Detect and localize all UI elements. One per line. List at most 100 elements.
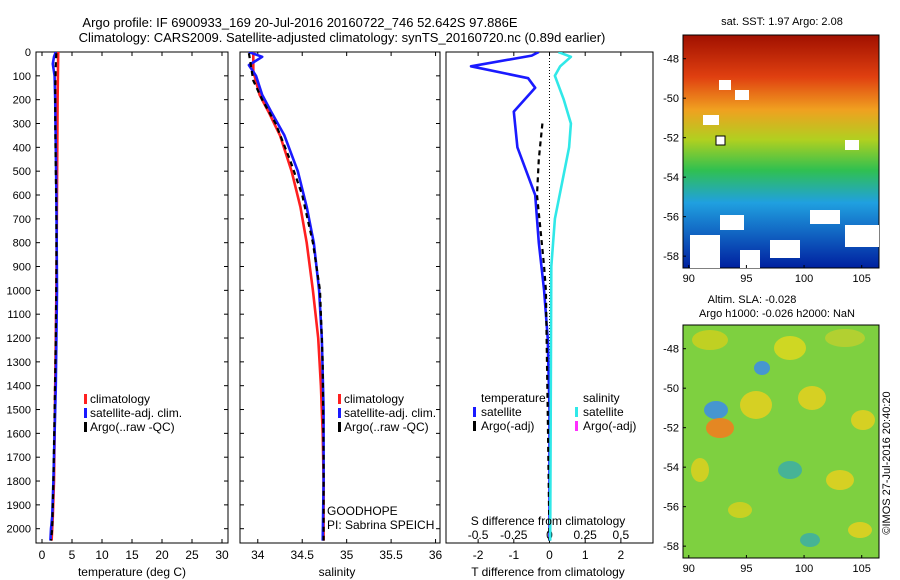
sla-map-title-1: Altim. SLA: -0.028 (708, 294, 797, 306)
map-y-tick-label: -54 (663, 172, 679, 184)
legend-satellite-swatch (84, 408, 87, 418)
y-tick-label: 1200 (7, 333, 31, 345)
y-tick-label: 1000 (7, 285, 31, 297)
x-tick-label: 34.5 (291, 548, 315, 562)
diff-legend-t-argo-swatch (473, 421, 476, 431)
legend-argo-swatch (84, 422, 87, 432)
diff-legend-s-satellite-swatch (575, 407, 578, 417)
difference-xlabel: T difference from climatology (471, 565, 625, 579)
x-tick-label: 35.5 (379, 548, 403, 562)
map-x-tick-label: 105 (853, 273, 871, 285)
temperature-xlabel: temperature (deg C) (78, 565, 186, 579)
map-x-tick-label: 90 (683, 273, 695, 285)
y-tick-label: 1700 (7, 452, 31, 464)
x-tick-label: 1 (582, 548, 589, 562)
legend-climatology-label: climatology (90, 392, 150, 406)
x-tick-label: 0 (546, 548, 553, 562)
x-tick-label: 25 (185, 548, 199, 562)
map-x-tick-label: 95 (740, 273, 752, 285)
diff-legend-t-satellite-label: satellite (481, 405, 522, 419)
diff-legend-t-satellite-swatch (473, 407, 476, 417)
sla-map-title-2: Argo h1000: -0.026 h2000: NaN (699, 308, 855, 320)
project-annotation: GOODHOPE (327, 504, 398, 518)
map-y-tick-label: -50 (663, 383, 679, 395)
map-x-tick-label: 90 (683, 563, 695, 575)
series-temperature-satellite (469, 52, 551, 541)
y-tick-label: 500 (13, 166, 31, 178)
y-tick-label: 1800 (7, 476, 31, 488)
pi-annotation: PI: Sabrina SPEICH (327, 518, 434, 532)
x-tick-label: 36 (429, 548, 443, 562)
salinity-xlabel: salinity (319, 565, 356, 579)
x-tick-label: 34 (251, 548, 265, 562)
sal-legend-argo-label: Argo(..raw -QC) (344, 420, 429, 434)
map-y-tick-label: -56 (663, 502, 679, 514)
difference-panel: -2 -1 0 1 2 -0.5 -0.25 0 0.25 0.5 S difference f… (445, 51, 654, 579)
y-tick-label: 1500 (7, 405, 31, 417)
salinity-legend: climatology satellite-adj. clim. Argo(..… (338, 392, 436, 434)
legend-salinity-title: salinity (583, 391, 620, 405)
y-tick-label: 800 (13, 238, 31, 250)
y-tick-label: 1400 (7, 381, 31, 393)
legend-temperature-title: temperature (481, 391, 546, 405)
copyright-stamp: ©IMOS 27-Jul-2016 20:40:20 (881, 391, 893, 534)
x-tick-label: 35 (340, 548, 354, 562)
y-tick-label: 100 (13, 71, 31, 83)
x-tick-label: 20 (155, 548, 169, 562)
sal-legend-satellite-swatch (338, 408, 341, 418)
temperature-legend: climatology satellite-adj. clim. Argo(..… (84, 392, 182, 434)
salinity-panel: 34 34.5 35 35.5 36 salinity climatology sate… (239, 51, 443, 579)
y-tick-label: 1600 (7, 428, 31, 440)
y-tick-label: 200 (13, 95, 31, 107)
map-y-tick-label: -48 (663, 54, 679, 66)
y-tick-label: 300 (13, 119, 31, 131)
diff-legend-s-argo-label: Argo(-adj) (583, 419, 636, 433)
y-tick-label: 700 (13, 214, 31, 226)
sst-map: sat. SST: 1.97 Argo: 2.08 90 95 100 105 -48 -… (663, 16, 880, 285)
map-x-tick-label: 100 (795, 563, 813, 575)
x2-tick-label: 0.25 (574, 528, 598, 542)
header-line-2: Climatology: CARS2009. Satellite-adjuste… (79, 30, 606, 45)
map-y-tick-label: -54 (663, 462, 679, 474)
y-tick-label: 600 (13, 190, 31, 202)
sla-map: Altim. SLA: -0.028 Argo h1000: -0.026 h2… (663, 294, 880, 575)
x-tick-label: -1 (508, 548, 519, 562)
map-y-tick-label: -58 (663, 251, 679, 263)
x2-tick-label: 0.5 (613, 528, 630, 542)
x-tick-label: 10 (95, 548, 109, 562)
x-tick-label: -2 (473, 548, 484, 562)
header-line-1: Argo profile: IF 6900933_169 20-Jul-2016… (82, 15, 517, 30)
sla-map-field (682, 324, 880, 559)
legend-satellite-label: satellite-adj. clim. (90, 406, 182, 420)
legend-climatology-swatch (84, 394, 87, 404)
difference-legend: temperature salinity satellite Argo(-adj… (473, 391, 636, 433)
y-tick-label: 400 (13, 142, 31, 154)
diff-legend-s-argo-swatch (575, 421, 578, 431)
map-y-tick-label: -52 (663, 133, 679, 145)
sal-legend-climatology-swatch (338, 394, 341, 404)
series-argo-raw-qc (247, 53, 325, 541)
map-y-tick-label: -48 (663, 344, 679, 356)
x2-tick-label: -0.5 (468, 528, 489, 542)
y-tick-label: 0 (25, 47, 31, 59)
legend-argo-label: Argo(..raw -QC) (90, 420, 175, 434)
sal-legend-satellite-label: satellite-adj. clim. (344, 406, 436, 420)
series-salinity-satellite (548, 52, 573, 541)
y-tick-label: 1900 (7, 500, 31, 512)
x-tick-label: 15 (125, 548, 139, 562)
sst-map-land-mask (690, 80, 879, 268)
map-x-tick-label: 95 (740, 563, 752, 575)
sst-map-title: sat. SST: 1.97 Argo: 2.08 (721, 16, 843, 28)
x2-tick-label: -0.25 (500, 528, 528, 542)
sal-legend-argo-swatch (338, 422, 341, 432)
argo-location-marker (715, 135, 726, 146)
y-tick-label: 1300 (7, 357, 31, 369)
y-tick-label: 1100 (7, 309, 31, 321)
map-y-tick-label: -56 (663, 212, 679, 224)
y-tick-label: 900 (13, 262, 31, 274)
x-tick-label: 0 (39, 548, 46, 562)
x-tick-label: 5 (69, 548, 76, 562)
map-y-tick-label: -50 (663, 93, 679, 105)
series-argo-raw-qc (49, 53, 58, 541)
